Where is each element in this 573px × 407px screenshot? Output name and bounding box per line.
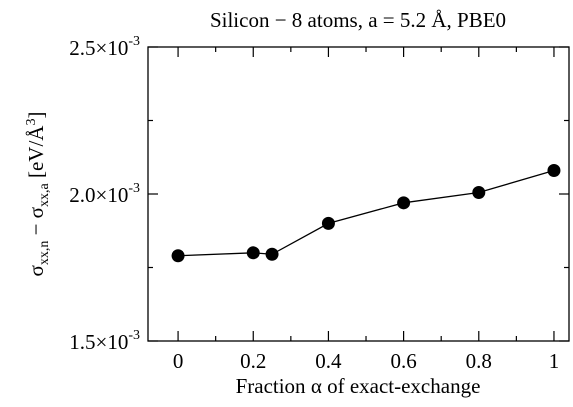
- data-point: [547, 163, 561, 177]
- plot-frame: [147, 46, 570, 342]
- tick-marks: [148, 46, 569, 342]
- y-tick-label: 2.0×10-3: [69, 181, 140, 207]
- chart-title: Silicon − 8 atoms, a = 5.2 Å, PBE0: [210, 8, 506, 32]
- data-point: [246, 246, 260, 260]
- x-tick-labels: 0 0.2 0.4 0.6 0.8 1: [173, 349, 559, 373]
- x-axis-label: Fraction α of exact-exchange: [236, 374, 481, 398]
- x-tick-label: 0: [173, 349, 184, 373]
- x-tick-label: 0.2: [240, 349, 266, 373]
- data-point: [472, 186, 486, 200]
- y-tick-labels: 1.5×10-3 2.0×10-3 2.5×10-3: [69, 34, 140, 354]
- x-tick-label: 1: [549, 349, 560, 373]
- data-points: [171, 163, 561, 263]
- data-point: [397, 196, 411, 210]
- y-tick-label: 1.5×10-3: [69, 328, 140, 354]
- x-tick-label: 0.8: [466, 349, 492, 373]
- x-tick-label: 0.4: [315, 349, 342, 373]
- x-tick-label: 0.6: [390, 349, 416, 373]
- y-axis-label: σxx,n − σxx,a [eV/Å3]: [24, 112, 52, 277]
- data-point: [171, 249, 185, 263]
- y-tick-label: 2.5×10-3: [69, 34, 140, 60]
- series-line: [178, 169, 555, 257]
- data-point: [265, 247, 279, 261]
- data-point: [321, 216, 335, 230]
